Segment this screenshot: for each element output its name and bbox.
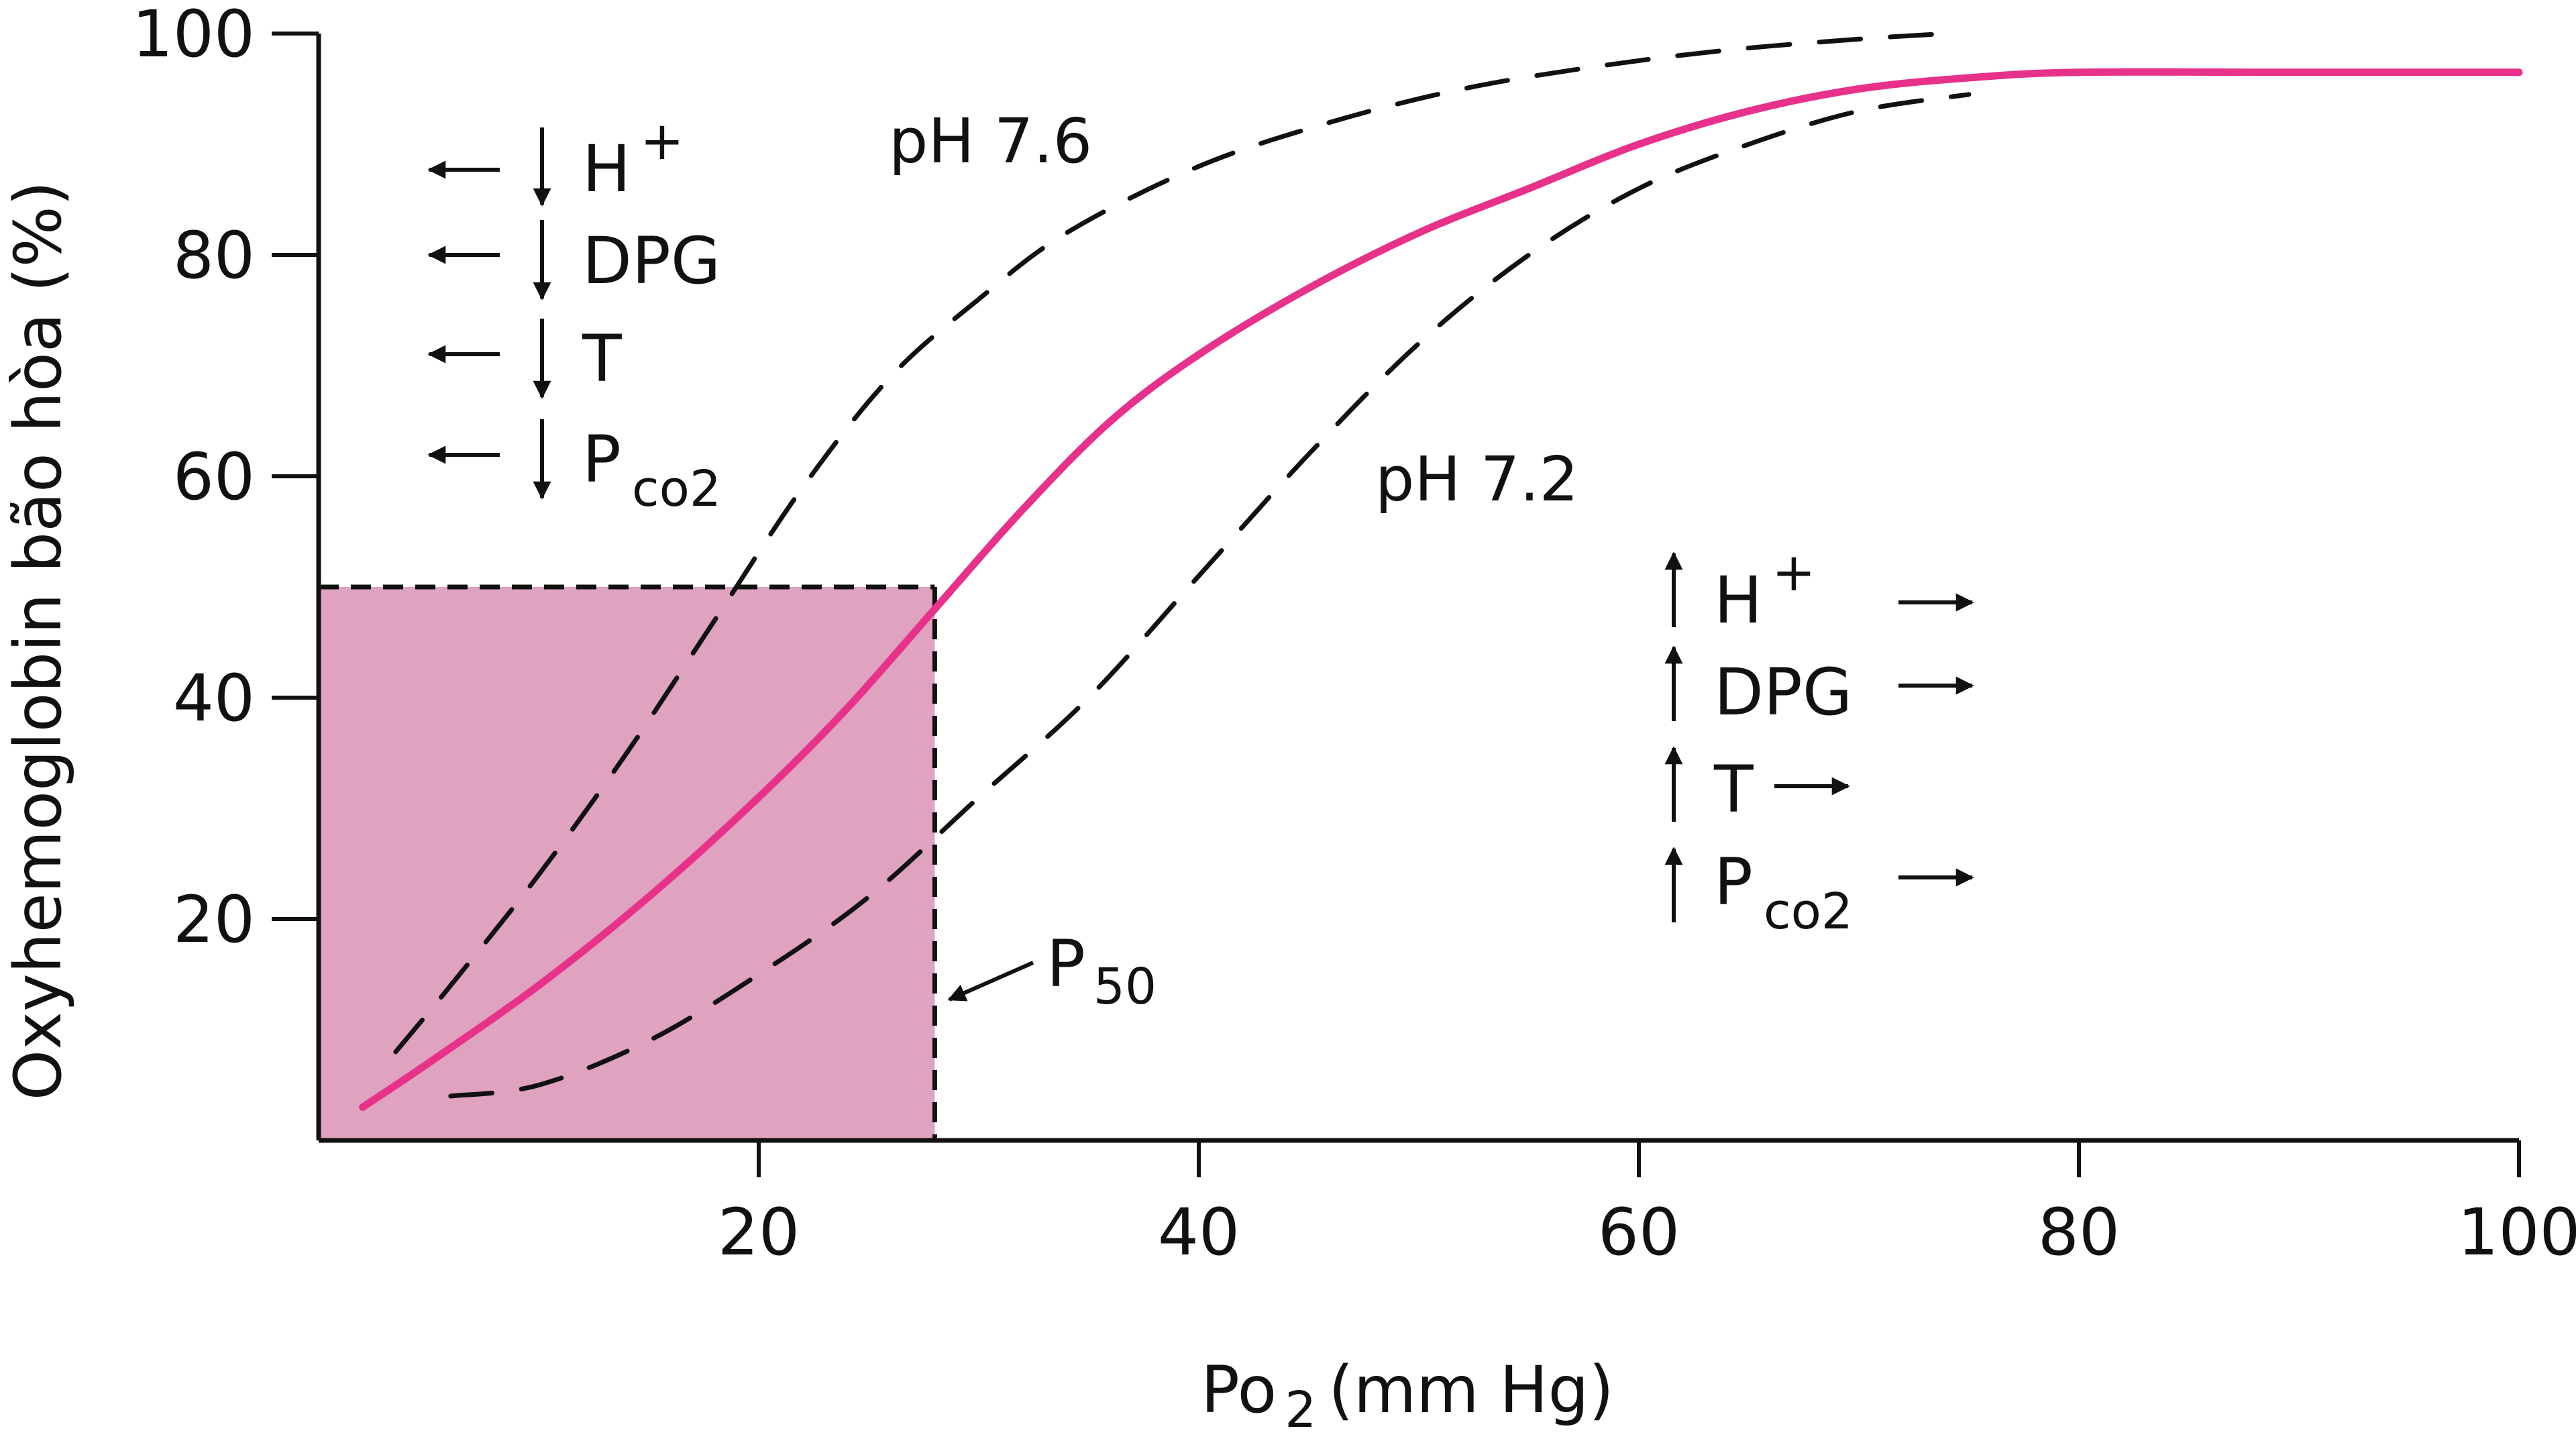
ticks-layer: 20 40 60 80 100 20 40 60 80 100 — [132, 0, 2576, 1270]
series-layer — [359, 31, 2523, 1111]
right-factor-t: T — [1664, 746, 1850, 827]
left-factor-h-sup: + — [640, 111, 684, 172]
left-factor-h: H + — [427, 111, 684, 207]
right-factor-t-label: T — [1713, 752, 1754, 827]
right-factor-h-sup: + — [1772, 543, 1815, 603]
series-line-ph-7-2 — [448, 92, 1972, 1099]
y-tick-label: 100 — [132, 0, 255, 72]
y-axis-title: Oxyhemoglobin bão hòa (%) — [1, 181, 76, 1101]
y-tick-label: 40 — [173, 661, 255, 736]
x-tick-label: 100 — [2457, 1195, 2576, 1270]
left-factor-dpg: DPG — [427, 220, 720, 301]
left-factor-t-label: T — [582, 321, 622, 396]
x-tick-label: 40 — [1158, 1195, 1240, 1270]
y-tick-label: 80 — [173, 218, 255, 293]
y-tick-label: 60 — [173, 439, 255, 515]
y-tick-label: 20 — [173, 882, 255, 957]
svg-text:P50: P 50 — [1046, 926, 1157, 1016]
left-factor-pco2-sub: co2 — [632, 460, 721, 518]
right-factor-pco2-label: P — [1714, 845, 1753, 920]
left-factor-pco2-label: P — [582, 422, 621, 497]
right-factor-dpg-label: DPG — [1714, 655, 1852, 730]
x-axis-title-main: Po — [1201, 1352, 1277, 1428]
p50-shaded-area — [319, 587, 935, 1140]
x-axis-title: Po 2 (mm Hg) — [1201, 1352, 1614, 1439]
x-axis-title-sub: 2 — [1285, 1381, 1316, 1439]
right-factor-dpg: DPG — [1664, 645, 1974, 730]
svg-text:H+: H + — [1714, 543, 1816, 638]
p50-annotation: P 50 — [947, 926, 1157, 1016]
series-line-normal — [359, 68, 2523, 1111]
x-tick-label: 20 — [718, 1195, 800, 1270]
right-factor-h: H + — [1664, 543, 1974, 638]
series-line-ph-7-6 — [393, 31, 1949, 1055]
p50-label: P — [1046, 926, 1085, 1002]
ph-low-label: pH 7.2 — [1375, 443, 1578, 515]
right-factor-pco2-sub: co2 — [1764, 883, 1853, 941]
p50-sub: 50 — [1093, 958, 1157, 1016]
x-tick-label: 60 — [1598, 1195, 1680, 1270]
left-factor-dpg-label: DPG — [582, 223, 720, 299]
ph-high-label: pH 7.6 — [889, 105, 1092, 177]
x-tick-label: 80 — [2038, 1195, 2120, 1270]
right-factor-h-label: H — [1714, 563, 1762, 638]
left-factor-h-label: H — [582, 131, 631, 207]
svg-text:H+: H + — [582, 111, 684, 207]
x-axis-title-unit: (mm Hg) — [1328, 1352, 1614, 1428]
left-factor-t: T — [427, 319, 622, 399]
p50-arrow — [947, 961, 1034, 1002]
